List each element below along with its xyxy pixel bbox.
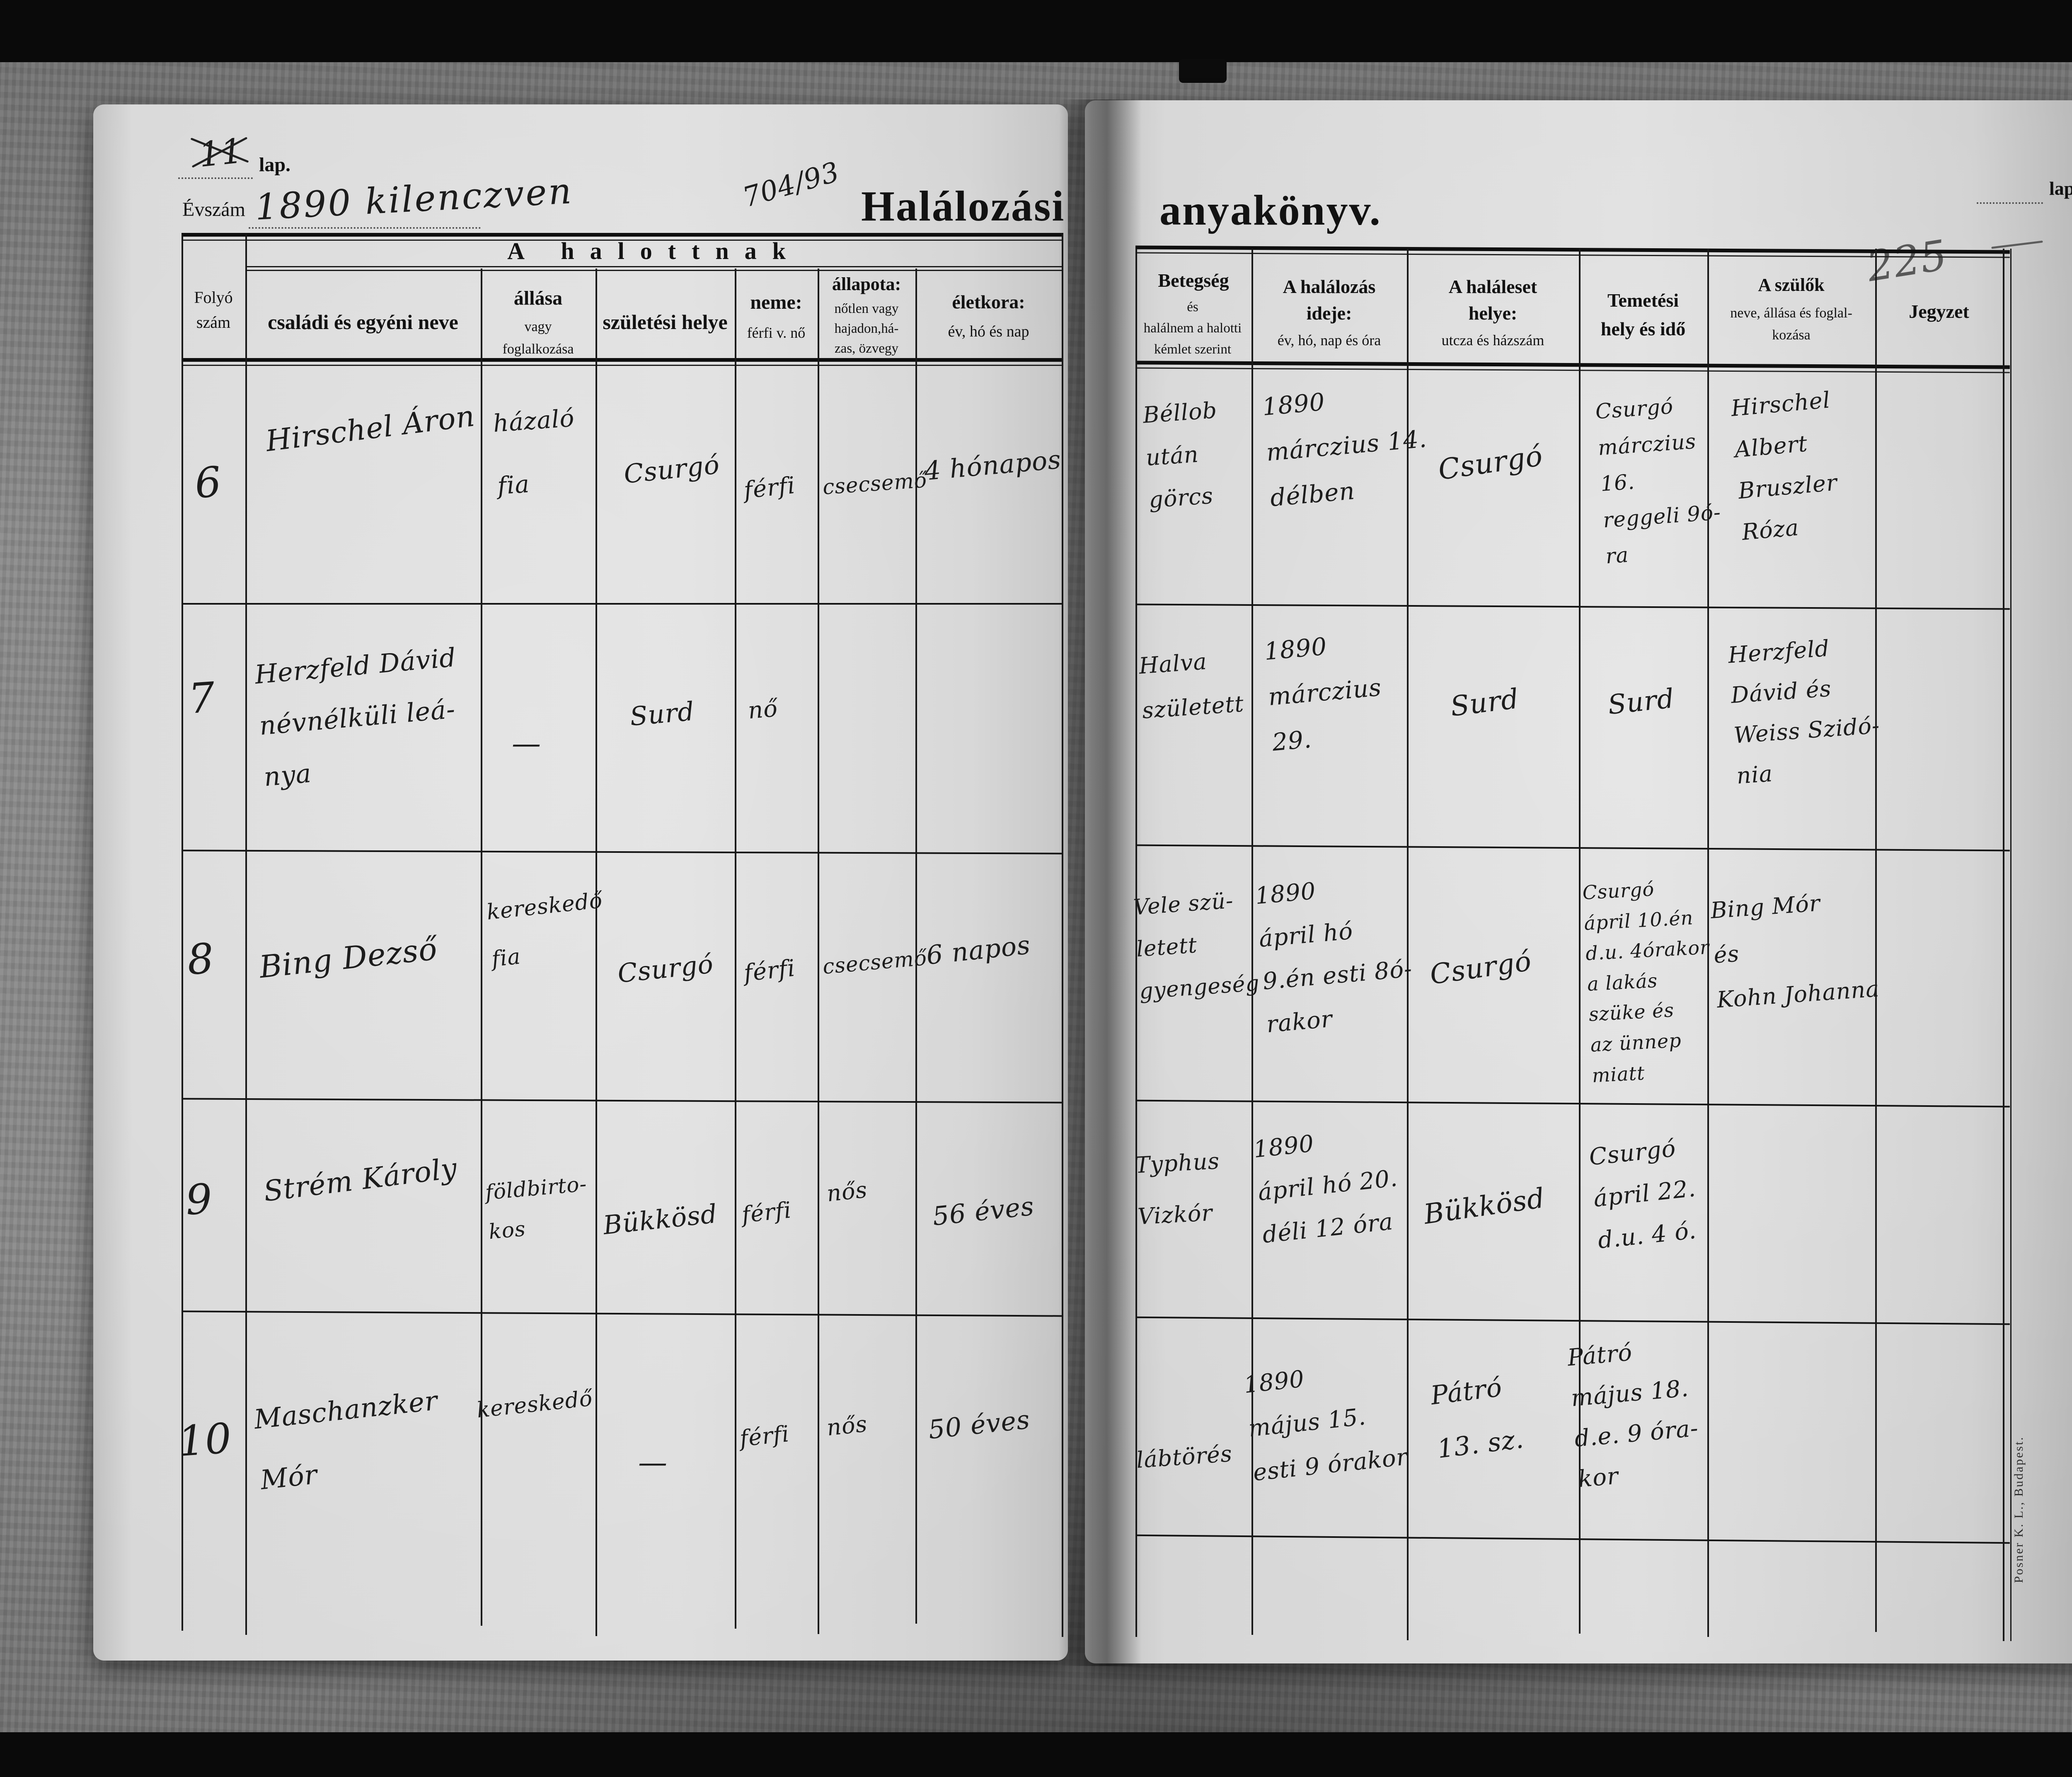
col-rule — [1407, 249, 1409, 1640]
col-rule — [1875, 249, 1877, 1632]
entry-occupation: földbirto- kos — [484, 1172, 588, 1244]
scan-border-top — [0, 0, 2072, 62]
page-corner-label: lap. — [259, 154, 291, 176]
entry-disease: Halva született — [1138, 648, 1245, 724]
entry-birthplace: Surd — [629, 696, 696, 732]
banner-a-halottnak: A halottnak — [507, 237, 801, 264]
dotted-rule — [249, 227, 481, 229]
col-rule — [818, 269, 819, 1634]
year-label: Évszám — [182, 199, 245, 220]
entry-number: 9 — [184, 1174, 214, 1225]
entry-death-time: 1890 ápril hó 20. déli 12 óra — [1252, 1130, 1399, 1249]
header-folyo-szam: Folyó szám — [194, 288, 233, 332]
entry-disease: Typhus Vizkór — [1134, 1148, 1220, 1230]
entry-sex: férfi — [742, 472, 797, 504]
col-rule — [595, 269, 597, 1636]
title-right-word: anyakönyv. — [1159, 186, 1382, 234]
col-rule — [1707, 249, 1709, 1637]
right-page — [1085, 100, 2072, 1663]
col-rule — [1062, 234, 1063, 1637]
entry-death-time: 1890 május 15. esti 9 órakor — [1242, 1365, 1409, 1486]
entry-name: Herzfeld Dávid névnélküli leá- nya — [253, 642, 457, 792]
col-rule — [1579, 249, 1581, 1634]
entry-burial: Csurgó márczius 16. reggeli 9ó- ra — [1595, 394, 1722, 569]
entry-burial: Pátró május 18. d.e. 9 óra- kor — [1566, 1339, 1700, 1493]
entry-birthplace: — — [638, 1445, 668, 1479]
dotted-rule — [178, 177, 253, 179]
header-halaleset-helye-sub: utcza és házszám — [1441, 332, 1544, 349]
entry-sex: nő — [747, 695, 779, 725]
table-rule — [182, 233, 1063, 241]
page-corner-label-right: lap. — [2049, 178, 2072, 199]
old-page-number-struck: 11 — [197, 131, 245, 175]
col-rule — [481, 269, 482, 1626]
col-rule — [915, 269, 917, 1624]
entry-burial: Csurgó ápril 22. d.u. 4 ó. — [1588, 1135, 1698, 1254]
entry-status: csecsemő — [822, 468, 928, 499]
entry-death-time: 1890 márczius 29. — [1263, 632, 1383, 757]
entry-death-place: Pátró 13. sz. — [1429, 1372, 1526, 1465]
entry-name: Maschanzker Mór — [252, 1385, 439, 1496]
entry-death-time: 1890 ápril hó 9.én esti 8ó- rakor — [1254, 877, 1414, 1038]
header-neve: családi és egyéni neve — [268, 310, 458, 334]
scan-border-bottom — [0, 1732, 2072, 1777]
header-allasa: állása — [513, 287, 563, 309]
header-neme-sub: férfi v. nő — [747, 324, 806, 341]
entry-burial: Surd — [1606, 683, 1676, 721]
header-halalozas-ideje-sub: év, hó, nap és óra — [1277, 332, 1381, 349]
entry-parents: Hirschel Albert Bruszler Róza — [1730, 387, 1839, 545]
header-betegseg: Betegség — [1158, 270, 1229, 291]
dotted-rule — [1977, 202, 2043, 204]
entry-number: 7 — [186, 673, 217, 724]
entry-sex: férfi — [738, 1420, 791, 1452]
header-jegyzet: Jegyzet — [1909, 301, 1969, 322]
header-szulok: A szülők — [1758, 275, 1825, 295]
header-eletkora-sub: év, hó és nap — [948, 323, 1029, 340]
entry-disease: Béllob után görcs — [1142, 397, 1218, 513]
col-rule-double — [2003, 249, 2011, 1641]
row-rule — [182, 603, 1063, 605]
table-rule — [182, 358, 1063, 366]
col-rule — [182, 234, 183, 1631]
printer-imprint: Posner K. L., Budapest. — [2012, 1436, 2026, 1583]
title-left-word: Halálozási — [861, 182, 1065, 230]
table-rule — [245, 266, 1063, 271]
entry-status: nős — [825, 1177, 869, 1207]
col-rule — [735, 269, 736, 1629]
entry-sex: férfi — [740, 1196, 793, 1228]
entry-occupation: — — [512, 726, 541, 760]
header-neme: neme: — [750, 291, 802, 313]
header-halaleset-helye: A haláleset helye: — [1448, 276, 1537, 324]
entry-parents: Herzfeld Dávid és Weiss Szidó- nia — [1727, 635, 1881, 789]
header-allapota: állapota: — [832, 274, 901, 294]
col-rule — [245, 234, 247, 1635]
header-betegseg-sub: és halálnem a halotti kémlet szerint — [1143, 300, 1242, 357]
book-gutter-shadow — [1059, 99, 1142, 1666]
entry-sex: férfi — [742, 954, 797, 987]
entry-parents: Bing Mór és Kohn Johanna — [1709, 890, 1881, 1013]
header-allasa-sub: vagy foglalkozása — [502, 319, 574, 357]
scan-notch — [1179, 59, 1227, 83]
col-rule — [1135, 249, 1137, 1637]
left-page — [93, 104, 1068, 1661]
header-eletkora: életkora: — [952, 291, 1025, 312]
entry-death-time: 1890 márczius 14. délben — [1261, 387, 1428, 512]
entry-status: nős — [825, 1411, 869, 1441]
entry-disease: lábtörés — [1135, 1440, 1233, 1474]
header-szuletesi-helye: születési helye — [603, 310, 728, 334]
entry-occupation: házaló fia — [492, 404, 576, 500]
entry-disease: Vele szü- letett gyengeség — [1133, 888, 1261, 1004]
header-szulok-sub: neve, állása és foglal- kozása — [1730, 305, 1852, 343]
col-rule — [1251, 249, 1253, 1635]
header-halalozas-ideje: A halálozás ideje: — [1283, 276, 1376, 324]
entry-number: 10 — [177, 1414, 234, 1466]
entry-burial: Csurgó ápril 10.én d.u. 4órakor a lakás … — [1582, 878, 1710, 1087]
entry-death-place: Surd — [1448, 683, 1521, 723]
header-temetesi: Temetési hely és idő — [1600, 290, 1686, 339]
entry-occupation: kereskedő fia — [485, 888, 604, 972]
entry-number: 8 — [185, 934, 216, 985]
header-allapota-sub: nőtlen vagy hajadon,há- zas, özvegy — [834, 301, 899, 356]
